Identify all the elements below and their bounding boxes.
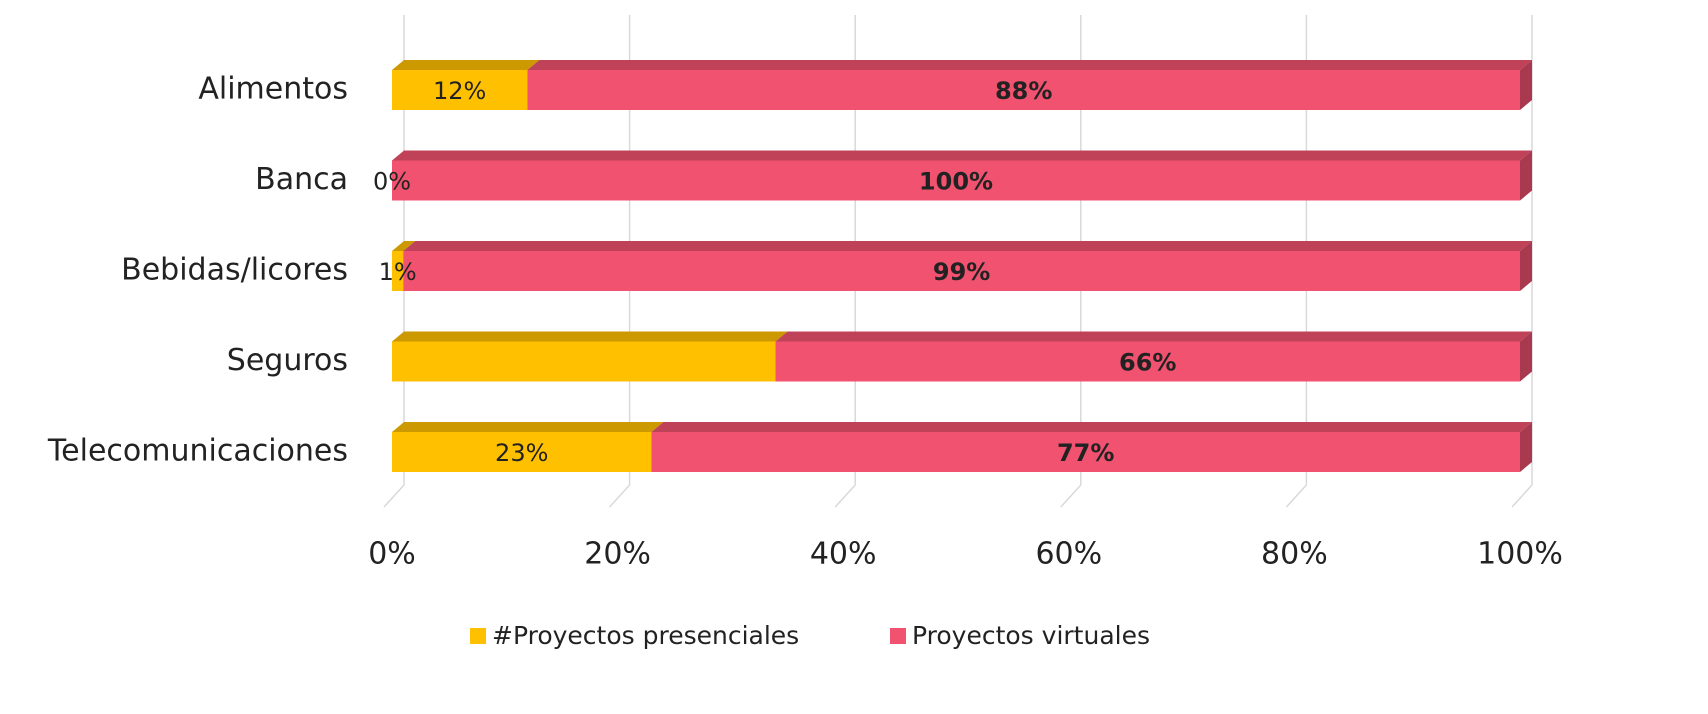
bar-side (1520, 150, 1532, 201)
y-tick-label: Seguros (227, 343, 348, 378)
grid-floor (1511, 484, 1533, 508)
grid-floor (383, 484, 405, 508)
bar-side (1520, 60, 1532, 110)
legend-label: #Proyectos presenciales (492, 621, 799, 650)
bar-top (403, 241, 1532, 251)
bar-side (1520, 422, 1532, 472)
bar (775, 341, 1520, 382)
legend-swatch (890, 628, 906, 644)
y-tick-label: Bebidas/licores (121, 253, 348, 288)
data-label: 99% (933, 258, 990, 286)
data-label: 66% (1119, 349, 1176, 377)
y-tick-label: Alimentos (198, 72, 348, 107)
data-label: 23% (495, 439, 548, 467)
bar-top (392, 422, 664, 432)
data-label: 88% (995, 77, 1052, 105)
bar-top (392, 241, 416, 251)
x-tick-label: 60% (1035, 537, 1102, 572)
bar-top (392, 331, 788, 342)
x-tick-label: 80% (1261, 537, 1328, 572)
bar-side (1520, 241, 1532, 291)
bar (392, 251, 404, 291)
y-tick-label: Telecomunicaciones (47, 434, 348, 469)
legend-label: Proyectos virtuales (912, 621, 1150, 650)
data-label: 100% (919, 168, 993, 196)
bar (392, 432, 652, 472)
bar (392, 341, 776, 382)
data-label: 12% (433, 77, 486, 105)
bar-top (651, 422, 1532, 432)
x-tick-label: 40% (810, 537, 877, 572)
x-tick-label: 100% (1477, 537, 1563, 572)
legend-swatch (470, 628, 486, 644)
bar-top (392, 150, 1532, 161)
x-tick-label: 0% (368, 537, 416, 572)
x-tick-label: 20% (584, 537, 651, 572)
bar-top (775, 331, 1532, 342)
grid-floor (609, 484, 631, 508)
bar-top (392, 60, 540, 70)
bar (527, 70, 1520, 110)
bar (392, 160, 1520, 201)
bar-side (1520, 331, 1532, 382)
grid-floor (1060, 484, 1082, 508)
y-tick-label: Banca (255, 162, 348, 197)
grid-floor (834, 484, 856, 508)
bar (651, 432, 1520, 472)
bar (392, 70, 528, 110)
data-label: 77% (1057, 439, 1114, 467)
bar-top (527, 60, 1532, 70)
data-label: 0% (373, 168, 411, 196)
bar (403, 251, 1520, 291)
data-label: 1% (379, 258, 417, 286)
grid-floor (1285, 484, 1307, 508)
